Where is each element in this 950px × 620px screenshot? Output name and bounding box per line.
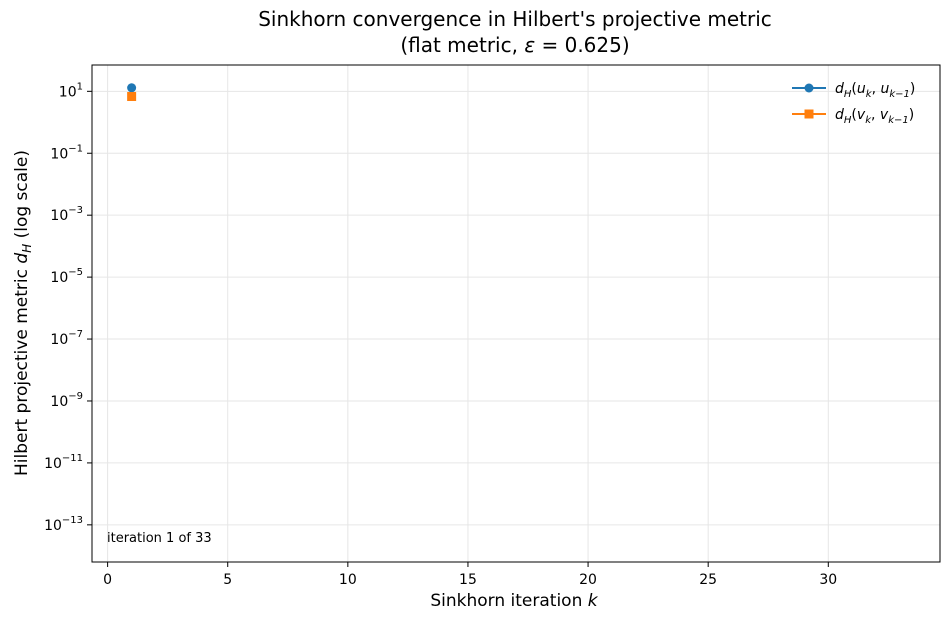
x-axis-ticks: 0 5 10 15 20 25 30 [103,562,837,588]
y-tick-label: 10−1 [50,143,83,162]
x-axis-label: Sinkhorn iteration k [430,591,598,611]
chart-title: Sinkhorn convergence in Hilbert's projec… [258,7,772,31]
x-tick-label: 20 [579,572,597,588]
grid [92,65,940,562]
series-layer [127,83,136,101]
data-point-square [127,92,136,101]
x-tick-label: 15 [459,572,477,588]
y-tick-label: 10−11 [44,453,83,472]
y-axis-label: Hilbert projective metric dH (log scale) [12,150,34,476]
x-tick-label: 25 [699,572,717,588]
x-tick-label: 30 [819,572,837,588]
legend-marker-u [805,84,814,93]
x-tick-label: 5 [223,572,232,588]
y-tick-label: 10−5 [50,267,83,286]
legend-marker-v [805,110,814,119]
y-tick-label: 10−3 [50,205,83,224]
iteration-annotation: iteration 1 of 33 [107,531,212,546]
legend-label-v: dH(vk, vk−1) [835,107,914,126]
plot-frame [92,65,940,562]
y-tick-label: 10−9 [50,391,83,410]
y-tick-label: 10−13 [44,515,83,534]
y-tick-label: 101 [59,81,83,100]
legend-label-u: dH(uk, uk−1) [835,81,915,100]
data-point-circle [127,83,136,92]
y-tick-label: 10−7 [50,329,83,348]
legend: dH(uk, uk−1) dH(vk, vk−1) [792,81,915,126]
x-tick-label: 10 [339,572,357,588]
y-axis-ticks: 101 10−1 10−3 10−5 10−7 10−9 10−11 10−13 [44,81,92,534]
chart-subtitle: (flat metric, ε = 0.625) [400,33,629,57]
x-tick-label: 0 [103,572,112,588]
